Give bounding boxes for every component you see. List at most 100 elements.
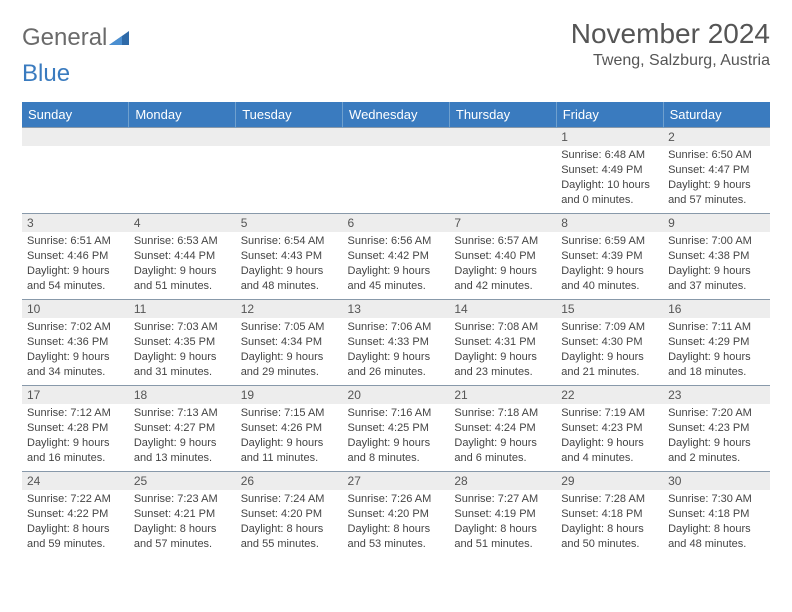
day-number: 9 bbox=[663, 214, 770, 232]
day-number: 25 bbox=[129, 472, 236, 490]
sunrise-line: Sunrise: 6:51 AM bbox=[27, 234, 124, 249]
day-number: 26 bbox=[236, 472, 343, 490]
day-number: 22 bbox=[556, 386, 663, 404]
weekday-header: Sunday bbox=[22, 102, 129, 128]
calendar-day-cell: 8Sunrise: 6:59 AMSunset: 4:39 PMDaylight… bbox=[556, 214, 663, 300]
sunrise-line: Sunrise: 6:53 AM bbox=[134, 234, 231, 249]
weekday-header: Friday bbox=[556, 102, 663, 128]
calendar-week-row: 3Sunrise: 6:51 AMSunset: 4:46 PMDaylight… bbox=[22, 214, 770, 300]
day-details: Sunrise: 6:53 AMSunset: 4:44 PMDaylight:… bbox=[129, 232, 236, 297]
daylight-line: Daylight: 9 hours and 57 minutes. bbox=[668, 178, 765, 208]
sunset-line: Sunset: 4:49 PM bbox=[561, 163, 658, 178]
daylight-line: Daylight: 9 hours and 4 minutes. bbox=[561, 436, 658, 466]
day-number: 30 bbox=[663, 472, 770, 490]
day-details: Sunrise: 7:13 AMSunset: 4:27 PMDaylight:… bbox=[129, 404, 236, 469]
day-details: Sunrise: 7:24 AMSunset: 4:20 PMDaylight:… bbox=[236, 490, 343, 555]
calendar-day-cell: 17Sunrise: 7:12 AMSunset: 4:28 PMDayligh… bbox=[22, 386, 129, 472]
day-number: 12 bbox=[236, 300, 343, 318]
sunset-line: Sunset: 4:35 PM bbox=[134, 335, 231, 350]
calendar-day-cell: 15Sunrise: 7:09 AMSunset: 4:30 PMDayligh… bbox=[556, 300, 663, 386]
calendar-day-cell: 16Sunrise: 7:11 AMSunset: 4:29 PMDayligh… bbox=[663, 300, 770, 386]
sunset-line: Sunset: 4:22 PM bbox=[27, 507, 124, 522]
daylight-line: Daylight: 9 hours and 45 minutes. bbox=[348, 264, 445, 294]
calendar-day-cell: 10Sunrise: 7:02 AMSunset: 4:36 PMDayligh… bbox=[22, 300, 129, 386]
sunrise-line: Sunrise: 7:13 AM bbox=[134, 406, 231, 421]
day-details: Sunrise: 6:51 AMSunset: 4:46 PMDaylight:… bbox=[22, 232, 129, 297]
calendar-day-cell: 6Sunrise: 6:56 AMSunset: 4:42 PMDaylight… bbox=[343, 214, 450, 300]
calendar-day-cell: 22Sunrise: 7:19 AMSunset: 4:23 PMDayligh… bbox=[556, 386, 663, 472]
daylight-line: Daylight: 9 hours and 51 minutes. bbox=[134, 264, 231, 294]
weekday-header-row: Sunday Monday Tuesday Wednesday Thursday… bbox=[22, 102, 770, 128]
sunrise-line: Sunrise: 7:02 AM bbox=[27, 320, 124, 335]
sunrise-line: Sunrise: 7:20 AM bbox=[668, 406, 765, 421]
day-details: Sunrise: 7:16 AMSunset: 4:25 PMDaylight:… bbox=[343, 404, 450, 469]
day-number: 18 bbox=[129, 386, 236, 404]
day-details: Sunrise: 7:19 AMSunset: 4:23 PMDaylight:… bbox=[556, 404, 663, 469]
day-number: 28 bbox=[449, 472, 556, 490]
day-number-empty bbox=[343, 128, 450, 146]
sunset-line: Sunset: 4:47 PM bbox=[668, 163, 765, 178]
sunset-line: Sunset: 4:28 PM bbox=[27, 421, 124, 436]
daylight-line: Daylight: 9 hours and 16 minutes. bbox=[27, 436, 124, 466]
logo-word-1: General bbox=[22, 24, 107, 51]
daylight-line: Daylight: 9 hours and 21 minutes. bbox=[561, 350, 658, 380]
day-number: 20 bbox=[343, 386, 450, 404]
calendar-week-row: 10Sunrise: 7:02 AMSunset: 4:36 PMDayligh… bbox=[22, 300, 770, 386]
sunset-line: Sunset: 4:21 PM bbox=[134, 507, 231, 522]
logo-word-2: Blue bbox=[22, 60, 70, 87]
sunrise-line: Sunrise: 6:48 AM bbox=[561, 148, 658, 163]
day-number: 19 bbox=[236, 386, 343, 404]
day-number-empty bbox=[449, 128, 556, 146]
calendar-day-cell: 1 Sunrise: 6:48 AMSunset: 4:49 PMDaylight… bbox=[556, 128, 663, 214]
daylight-line: Daylight: 9 hours and 54 minutes. bbox=[27, 264, 124, 294]
sunset-line: Sunset: 4:46 PM bbox=[27, 249, 124, 264]
sunrise-line: Sunrise: 7:03 AM bbox=[134, 320, 231, 335]
day-details: Sunrise: 6:56 AMSunset: 4:42 PMDaylight:… bbox=[343, 232, 450, 297]
calendar-day-cell: 19Sunrise: 7:15 AMSunset: 4:26 PMDayligh… bbox=[236, 386, 343, 472]
sunrise-line: Sunrise: 7:12 AM bbox=[27, 406, 124, 421]
day-number: 24 bbox=[22, 472, 129, 490]
calendar-week-row: 1Sunrise: 6:48 AMSunset: 4:49 PMDaylight… bbox=[22, 128, 770, 214]
logo-triangle-icon bbox=[109, 24, 129, 52]
header: GeneralBlue November 2024 Tweng, Salzbur… bbox=[22, 18, 770, 88]
calendar-day-cell: 4Sunrise: 6:53 AMSunset: 4:44 PMDaylight… bbox=[129, 214, 236, 300]
calendar-week-row: 17Sunrise: 7:12 AMSunset: 4:28 PMDayligh… bbox=[22, 386, 770, 472]
sunset-line: Sunset: 4:39 PM bbox=[561, 249, 658, 264]
logo: General Blue bbox=[22, 24, 129, 88]
day-number-empty bbox=[236, 128, 343, 146]
daylight-line: Daylight: 9 hours and 23 minutes. bbox=[454, 350, 551, 380]
daylight-line: Daylight: 9 hours and 13 minutes. bbox=[134, 436, 231, 466]
daylight-line: Daylight: 8 hours and 48 minutes. bbox=[668, 522, 765, 552]
sunset-line: Sunset: 4:23 PM bbox=[561, 421, 658, 436]
daylight-line: Daylight: 8 hours and 59 minutes. bbox=[27, 522, 124, 552]
day-details: Sunrise: 7:23 AMSunset: 4:21 PMDaylight:… bbox=[129, 490, 236, 555]
calendar-day-cell: 5Sunrise: 6:54 AMSunset: 4:43 PMDaylight… bbox=[236, 214, 343, 300]
daylight-line: Daylight: 9 hours and 40 minutes. bbox=[561, 264, 658, 294]
day-details: Sunrise: 7:27 AMSunset: 4:19 PMDaylight:… bbox=[449, 490, 556, 555]
sunrise-line: Sunrise: 6:59 AM bbox=[561, 234, 658, 249]
daylight-line: Daylight: 10 hours and 0 minutes. bbox=[561, 178, 658, 208]
logo-text: General Blue bbox=[22, 24, 129, 88]
daylight-line: Daylight: 8 hours and 50 minutes. bbox=[561, 522, 658, 552]
calendar-day-cell bbox=[236, 128, 343, 214]
calendar-day-cell: 29Sunrise: 7:28 AMSunset: 4:18 PMDayligh… bbox=[556, 472, 663, 558]
calendar-day-cell bbox=[343, 128, 450, 214]
month-title: November 2024 bbox=[571, 18, 770, 50]
day-number: 7 bbox=[449, 214, 556, 232]
sunset-line: Sunset: 4:23 PM bbox=[668, 421, 765, 436]
day-details: Sunrise: 7:11 AMSunset: 4:29 PMDaylight:… bbox=[663, 318, 770, 383]
daylight-line: Daylight: 9 hours and 6 minutes. bbox=[454, 436, 551, 466]
sunset-line: Sunset: 4:20 PM bbox=[348, 507, 445, 522]
day-number: 5 bbox=[236, 214, 343, 232]
day-details: Sunrise: 7:09 AMSunset: 4:30 PMDaylight:… bbox=[556, 318, 663, 383]
daylight-line: Daylight: 9 hours and 34 minutes. bbox=[27, 350, 124, 380]
weekday-header: Tuesday bbox=[236, 102, 343, 128]
daylight-line: Daylight: 9 hours and 31 minutes. bbox=[134, 350, 231, 380]
calendar-day-cell: 2Sunrise: 6:50 AMSunset: 4:47 PMDaylight… bbox=[663, 128, 770, 214]
day-details: Sunrise: 6:50 AMSunset: 4:47 PMDaylight:… bbox=[663, 146, 770, 211]
calendar-day-cell: 23Sunrise: 7:20 AMSunset: 4:23 PMDayligh… bbox=[663, 386, 770, 472]
sunset-line: Sunset: 4:18 PM bbox=[561, 507, 658, 522]
day-number: 1 bbox=[556, 128, 663, 146]
sunrise-line: Sunrise: 6:50 AM bbox=[668, 148, 765, 163]
calendar-day-cell: 13Sunrise: 7:06 AMSunset: 4:33 PMDayligh… bbox=[343, 300, 450, 386]
